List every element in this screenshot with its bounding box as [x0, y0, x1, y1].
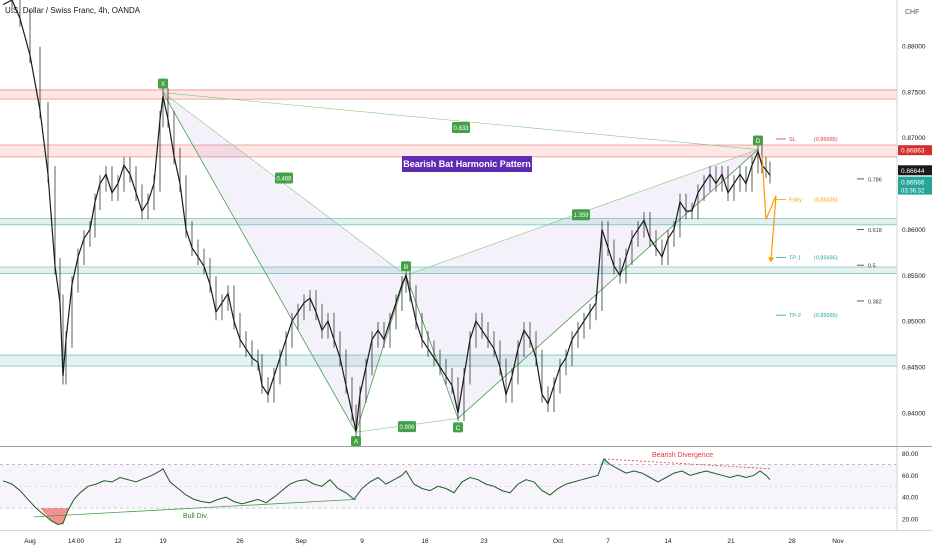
pattern-leg	[162, 92, 357, 433]
pattern-point-badge	[351, 436, 361, 447]
price-tick-label: 0.84500	[902, 365, 926, 372]
pattern-point-badge	[753, 135, 763, 146]
price-tick-label: 0.88000	[902, 43, 926, 50]
time-tick-label: Aug	[24, 538, 36, 545]
price-tick-label: 0.84000	[902, 410, 926, 417]
pattern-title-label: Bearish Bat Harmonic Pattern	[402, 156, 532, 172]
ratio-badge-bg	[398, 421, 416, 433]
time-tick-label: 9	[360, 538, 364, 545]
ratio-label: 1.359	[573, 213, 589, 219]
pattern-point-a: A	[351, 436, 361, 447]
pattern-point-d: D	[753, 135, 763, 146]
time-tick-label: 23	[480, 538, 488, 545]
ratio-badge: 0.468	[275, 172, 293, 184]
ratio-label: 0.468	[276, 177, 292, 183]
bull-div-line	[33, 498, 357, 518]
price-tick-label: 0.86000	[902, 227, 926, 234]
price-tick-label: 0.85500	[902, 273, 926, 280]
trade-level-label: SL	[789, 137, 796, 143]
pattern-xab-fill	[163, 92, 406, 433]
pattern-point-c: C	[453, 422, 463, 433]
ratio-badge-bg	[572, 209, 590, 221]
fib-label: 0.618	[868, 228, 882, 234]
pattern-leg	[457, 149, 759, 419]
fib-label: 0.786	[868, 177, 882, 183]
rsi-tick-label: 80.00	[902, 451, 919, 458]
time-tick-label: 14:00	[68, 538, 85, 545]
trade-level-label: TP-1	[789, 255, 801, 261]
last-price-tag: 0.86586	[901, 180, 925, 187]
zone-teal	[0, 218, 897, 225]
zone-teal	[0, 355, 897, 367]
current-price-tag-bg	[898, 165, 932, 176]
trade-level-value: (0.85065)	[814, 313, 838, 319]
pattern-point-label: X	[161, 81, 166, 88]
time-tick-label: 14	[664, 538, 672, 545]
ratio-badge: 0.833	[452, 122, 470, 134]
zone-red	[0, 89, 897, 100]
sl-price-tag-bg	[898, 145, 932, 156]
pattern-point-badge	[401, 261, 411, 272]
zone-teal	[0, 267, 897, 274]
pattern-point-b: B	[401, 261, 411, 272]
fib-label: 0.5	[868, 264, 876, 270]
pattern-point-badge	[453, 422, 463, 433]
time-tick-label: Oct	[553, 538, 563, 545]
pattern-point-label: B	[404, 264, 408, 271]
time-tick-label: 26	[236, 538, 244, 545]
ratio-badge: 0.906	[398, 421, 416, 433]
trade-level-label: Entry	[789, 198, 802, 204]
rsi-tick-label: 20.00	[902, 517, 919, 524]
bear-div-label: Bearish Divergence	[652, 452, 713, 459]
ratio-label: 0.833	[453, 126, 469, 132]
fib-label: 0.382	[868, 299, 882, 305]
price-tick-label: 0.85000	[902, 319, 926, 326]
time-tick-label: 12	[114, 538, 122, 545]
pattern-bcd-fill	[406, 149, 758, 419]
ratio-label: 0.906	[399, 425, 415, 431]
pattern-leg	[405, 275, 459, 419]
ratio-badge-bg	[275, 172, 293, 184]
pattern-xd-line	[162, 92, 759, 150]
pattern-point-label: C	[456, 425, 461, 432]
price-tick-label: 0.87500	[902, 89, 926, 96]
rsi-band	[0, 464, 897, 509]
sl-price-tag: 0.86863	[901, 148, 925, 155]
pattern-leg	[355, 275, 407, 433]
last-price-tag-bg	[898, 176, 932, 195]
time-tick-label: Sep	[295, 538, 307, 545]
ratio-badge-bg	[452, 122, 470, 134]
zone-red	[0, 144, 897, 157]
rsi-oversold-fill	[40, 508, 70, 525]
pattern-point-label: D	[756, 138, 761, 145]
time-tick-label: 19	[159, 538, 167, 545]
pattern-xb-line	[162, 92, 407, 276]
projection-path	[761, 155, 777, 261]
trade-level-value: (0.86325)	[814, 198, 838, 204]
pattern-point-label: A	[354, 439, 359, 446]
current-price-tag: 0.86644	[901, 168, 925, 175]
pattern-point-badge	[158, 78, 168, 89]
rsi-tick-label: 60.00	[902, 473, 919, 480]
currency-label: CHF	[905, 9, 920, 16]
time-tick-label: 16	[421, 538, 429, 545]
time-tick-label: 21	[727, 538, 735, 545]
chart-title: U.S. Dollar / Swiss Franc, 4h, OANDA	[5, 6, 141, 15]
pattern-point-x: X	[158, 78, 168, 89]
projection-arrow-head	[768, 257, 774, 263]
bull-div-label: Bull Div.	[183, 513, 208, 520]
time-tick-label: 28	[788, 538, 796, 545]
ratio-badge: 1.359	[572, 209, 590, 221]
rsi-line	[2, 458, 771, 526]
time-tick-label: 7	[606, 538, 610, 545]
price-tick-label: 0.87000	[902, 135, 926, 142]
trade-level-value: (0.86985)	[814, 137, 838, 143]
trade-level-value: (0.85695)	[814, 255, 838, 261]
time-tick-label: Nov	[832, 538, 844, 545]
last-price-timer: 03:36:32	[901, 189, 925, 195]
trade-level-label: TP-2	[789, 313, 801, 319]
rsi-tick-label: 40.00	[902, 495, 919, 502]
